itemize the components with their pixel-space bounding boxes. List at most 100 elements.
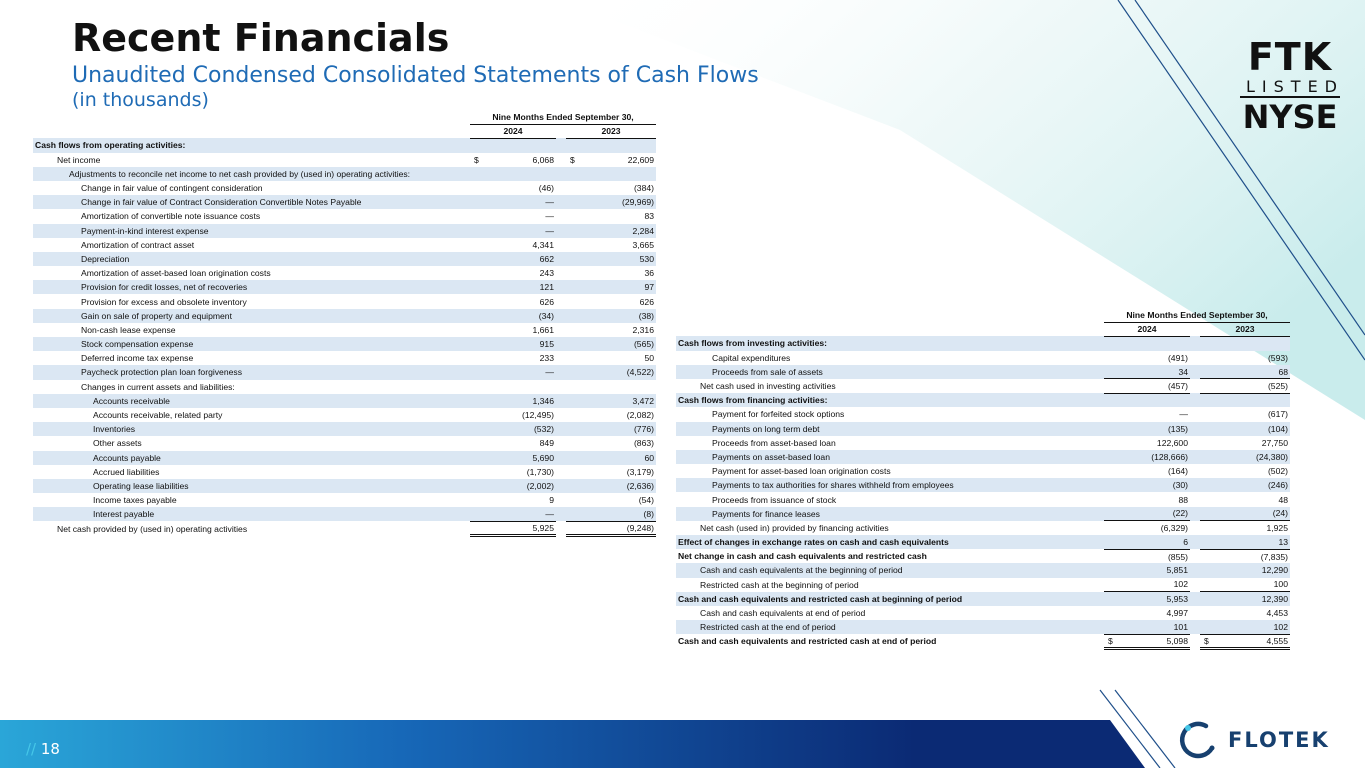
currency-symbol bbox=[566, 478, 578, 494]
value-2024: 121 bbox=[482, 280, 556, 295]
table-row: Changes in current assets and liabilitie… bbox=[33, 380, 656, 394]
table-row: Accounts receivable 1,346 3,472 bbox=[33, 393, 656, 408]
value-2024: — bbox=[482, 223, 556, 238]
table-row: Payment for forfeited stock options — (617… bbox=[676, 407, 1290, 421]
value-2024: (855) bbox=[1167, 551, 1188, 562]
value-2024: 5,690 bbox=[482, 450, 556, 465]
value-2023: (4,522) bbox=[578, 365, 656, 380]
table-row: Provision for credit losses, net of reco… bbox=[33, 280, 656, 295]
column-gap bbox=[1190, 351, 1200, 365]
currency-symbol bbox=[1200, 449, 1212, 465]
column-gap bbox=[1190, 549, 1200, 563]
value-2024: — bbox=[545, 211, 554, 222]
table-row: Accrued liabilities (1,730) (3,179) bbox=[33, 465, 656, 479]
currency-symbol bbox=[566, 195, 578, 210]
table-row: Net change in cash and cash equivalents … bbox=[676, 549, 1290, 563]
currency-symbol bbox=[470, 138, 482, 153]
table-row: Proceeds from sale of assets 34 68 bbox=[676, 364, 1290, 380]
column-gap bbox=[556, 478, 566, 494]
row-label: Income taxes payable bbox=[93, 495, 177, 506]
page-subtitle: Unaudited Condensed Consolidated Stateme… bbox=[72, 63, 759, 88]
nyse-listed-badge: FTK LISTED NYSE bbox=[1240, 38, 1340, 134]
currency-symbol bbox=[470, 422, 482, 437]
value-2024: (6,329) bbox=[1160, 523, 1188, 534]
column-gap bbox=[556, 465, 566, 479]
table-row: Amortization of asset-based loan origina… bbox=[33, 266, 656, 280]
row-label: Effect of changes in exchange rates on c… bbox=[676, 535, 1104, 550]
currency-symbol: $ bbox=[474, 154, 479, 165]
table-row: Operating lease liabilities (2,002) (2,636… bbox=[33, 478, 656, 494]
currency-symbol bbox=[470, 323, 482, 337]
table-row: Cash flows from financing activities: bbox=[676, 393, 1290, 408]
row-label: Capital expenditures bbox=[712, 352, 791, 363]
currency-symbol bbox=[566, 238, 578, 252]
value-2024: 9 bbox=[549, 495, 554, 506]
currency-symbol bbox=[470, 238, 482, 252]
row-label: Cash flows from operating activities: bbox=[33, 138, 470, 153]
currency-symbol bbox=[470, 280, 482, 295]
value-2023: 4,453 bbox=[1266, 608, 1288, 619]
value-2024: 5,925 bbox=[482, 521, 556, 538]
value-2024: (22) bbox=[1116, 506, 1190, 522]
currency-symbol bbox=[1104, 421, 1116, 436]
table-row: Interest payable — (8) bbox=[33, 507, 656, 522]
row-label: Payment for forfeited stock options bbox=[712, 409, 845, 420]
value-2023: (24,380) bbox=[1212, 449, 1290, 465]
value-2024: 849 bbox=[539, 438, 554, 449]
value-2024: (457) bbox=[1116, 378, 1190, 394]
value-2024: (532) bbox=[482, 422, 556, 437]
row-label: Payments for finance leases bbox=[676, 506, 1104, 521]
table-row: Change in fair value of contingent consi… bbox=[33, 181, 656, 195]
column-gap bbox=[556, 138, 566, 153]
currency-symbol bbox=[470, 507, 482, 522]
value-2023: (8) bbox=[578, 507, 656, 522]
column-gap bbox=[556, 166, 566, 181]
row-label: Payments to tax authorities for shares w… bbox=[676, 478, 1104, 493]
value-2023: 97 bbox=[578, 280, 656, 295]
currency-symbol bbox=[566, 493, 578, 507]
value-2024: — bbox=[1179, 409, 1188, 420]
period-header-row: Nine Months Ended September 30, bbox=[33, 110, 656, 125]
row-label: Non-cash lease expense bbox=[81, 324, 176, 335]
column-gap bbox=[556, 153, 566, 167]
row-label: Cash flows from investing activities: bbox=[676, 336, 1104, 351]
row-label: Accounts receivable bbox=[33, 393, 470, 408]
value-2023: 22,609 bbox=[627, 154, 654, 165]
currency-symbol bbox=[1200, 393, 1212, 408]
table-row: Cash flows from investing activities: bbox=[676, 336, 1290, 351]
column-gap bbox=[1190, 421, 1200, 436]
column-gap bbox=[556, 337, 566, 352]
flotek-logo-mark-icon bbox=[1179, 721, 1215, 759]
currency-symbol bbox=[1200, 421, 1212, 436]
table-row: Depreciation 662 530 bbox=[33, 251, 656, 267]
currency-symbol bbox=[470, 478, 482, 494]
value-2023: (29,969) bbox=[578, 195, 656, 210]
column-gap bbox=[556, 436, 566, 450]
column-gap bbox=[556, 521, 566, 535]
currency-symbol bbox=[470, 166, 482, 181]
value-2024: 626 bbox=[539, 296, 554, 307]
column-gap bbox=[556, 280, 566, 295]
value-2024: (128,666) bbox=[1116, 449, 1190, 465]
table-row: Stock compensation expense 915 (565) bbox=[33, 337, 656, 352]
currency-symbol bbox=[566, 181, 578, 195]
currency-symbol bbox=[1200, 535, 1212, 550]
year-col-2023: 2023 bbox=[1200, 322, 1290, 337]
column-gap bbox=[1190, 578, 1200, 592]
table-row: Proceeds from issuance of stock 88 48 bbox=[676, 492, 1290, 506]
row-label: Change in fair value of contingent consi… bbox=[81, 183, 263, 194]
value-2023: (525) bbox=[1212, 378, 1290, 394]
currency-symbol bbox=[470, 365, 482, 380]
table-row: Cash and cash equivalents and restricted… bbox=[676, 591, 1290, 606]
table-row: Cash and cash equivalents and restricted… bbox=[676, 634, 1290, 651]
row-label: Proceeds from asset-based loan bbox=[712, 437, 836, 448]
table-row: Restricted cash at the end of period 101 1… bbox=[676, 620, 1290, 635]
currency-symbol: $ bbox=[1200, 634, 1212, 651]
currency-symbol bbox=[1104, 336, 1116, 351]
row-label: Net income bbox=[57, 154, 101, 165]
year-col-2024: 2024 bbox=[470, 124, 556, 139]
row-label: Change in fair value of Contract Conside… bbox=[33, 195, 470, 210]
value-2024: (30) bbox=[1116, 478, 1190, 493]
value-2023: (38) bbox=[578, 308, 656, 323]
currency-symbol bbox=[566, 365, 578, 380]
